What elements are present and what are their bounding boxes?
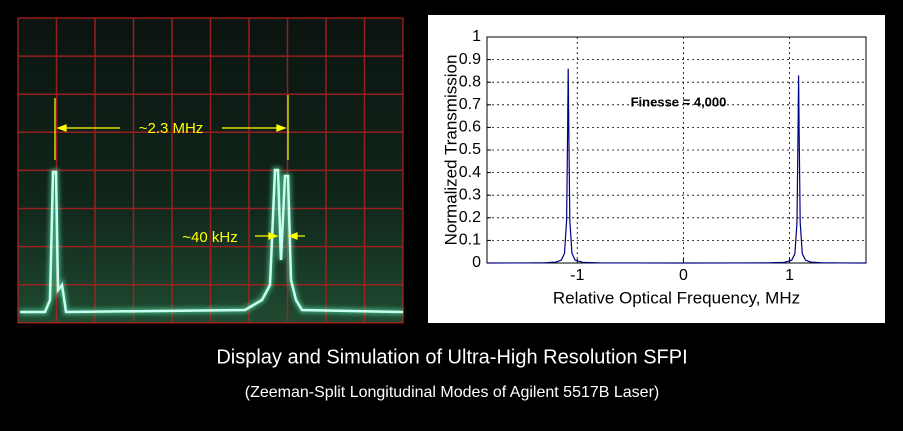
y-tick-label: 0 [472,254,481,271]
scope-grid [17,17,404,324]
y-tick-label: 0.8 [459,73,481,90]
y-tick-label: 0.6 [459,119,481,136]
y-tick-label: 1 [472,28,481,45]
x-tick-label: 1 [785,267,794,284]
y-tick-label: 0.1 [459,232,481,249]
annotation: Finesse = 4,000 [631,94,727,109]
data-line [486,68,867,264]
x-tick-label: -1 [570,267,584,284]
scope-trace [20,168,404,314]
caption-title: Display and Simulation of Ultra-High Res… [216,346,687,368]
y-tick-label: 0.2 [459,209,481,226]
y-tick-label: 0.9 [459,51,481,68]
scope-photo: ~2.3 MHz ~40 kHz [17,17,404,324]
y-tick-label: 0.4 [459,164,481,181]
scope-annotation: ~2.3 MHz [139,120,204,137]
y-tick-label: 0.5 [459,141,481,158]
y-tick-label: 0.7 [459,96,481,113]
x-tick-label: 0 [679,267,688,284]
plot-panel [428,15,885,323]
plot: 0 0.1 0.2 0.3 0.4 0.5 0.6 0.7 0.8 0.9 1 -1 0 1 Finesse… [441,28,867,307]
scope-annotation: ~40 kHz [182,229,237,246]
y-axis-label: Normalized Transmission [441,55,460,246]
y-tick-label: 0.3 [459,186,481,203]
x-axis-label: Relative Optical Frequency, MHz [553,288,800,307]
scope-markers [54,95,305,240]
caption-subtitle: (Zeeman-Split Longitudinal Modes of Agil… [245,384,659,401]
